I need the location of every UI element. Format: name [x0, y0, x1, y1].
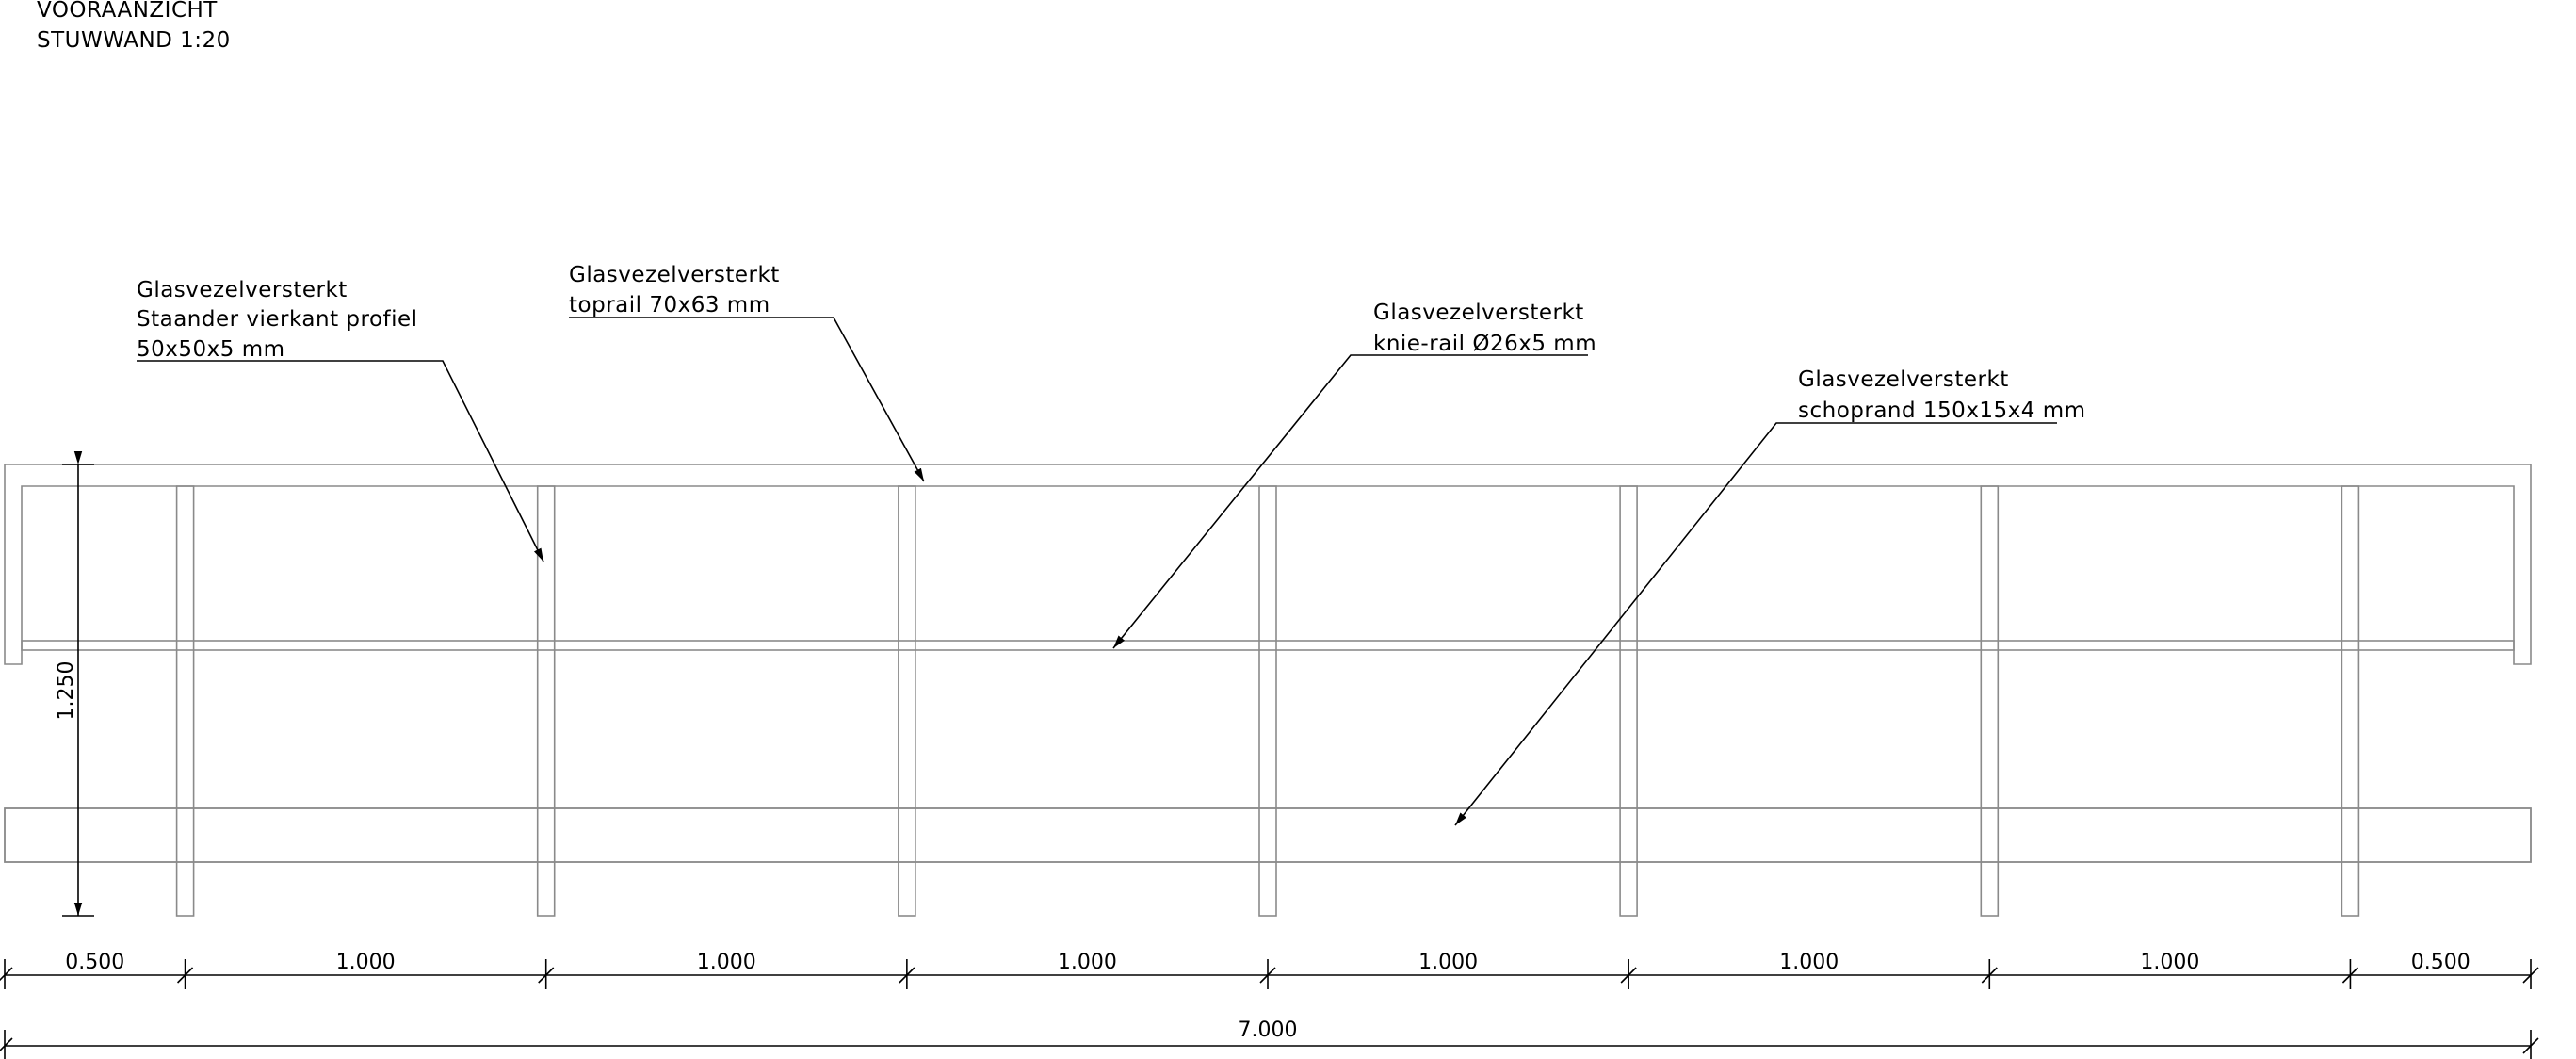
toprail-label-line-1: Glasvezelversterkt	[569, 263, 780, 287]
annotation-kneerail: Glasvezelversterkt knie-rail Ø26x5 mm	[1112, 301, 1596, 649]
annotation-toeboard: Glasvezelversterkt schoprand 150x15x4 mm	[1454, 367, 2086, 826]
post-6	[1980, 485, 2000, 917]
total-tick-right	[2522, 1037, 2539, 1054]
annotation-toprail: Glasvezelversterkt toprail 70x63 mm	[569, 263, 925, 482]
toeboard-label-line-2: schoprand 150x15x4 mm	[1798, 399, 2086, 423]
spacing-dim-label-2: 1.000	[336, 951, 396, 974]
spacing-tick-2	[538, 967, 555, 984]
post-label-line-1: Glasvezelversterkt	[137, 278, 348, 302]
spacing-tick-0	[0, 967, 13, 982]
post-7	[2341, 485, 2360, 917]
title-line-1: VOORAANZICHT	[37, 0, 218, 23]
toeboard-leader	[1454, 422, 2057, 826]
spacing-tick-7	[2341, 967, 2358, 984]
toeboard-front	[4, 807, 2532, 863]
knee-rail	[21, 640, 2515, 651]
spacing-tick-6	[1981, 967, 1998, 984]
toeboard-label-line-1: Glasvezelversterkt	[1798, 367, 2009, 392]
spacing-dim-label-3: 1.000	[697, 951, 756, 974]
drawing-title: VOORAANZICHT STUWWAND 1:20	[37, 0, 231, 53]
toprail	[4, 464, 2532, 665]
kneerail-label-line-2: knie-rail Ø26x5 mm	[1373, 332, 1596, 356]
post-5	[1619, 485, 1638, 917]
total-dim-label: 7.000	[1239, 1018, 1298, 1042]
post-4	[1258, 485, 1277, 917]
kneerail-label-line-1: Glasvezelversterkt	[1373, 301, 1584, 325]
spacing-dim-label-1: 0.500	[65, 951, 124, 974]
spacing-dim-label-8: 0.500	[2411, 951, 2471, 974]
toprail-label-line-2: toprail 70x63 mm	[569, 293, 770, 318]
railing-elevation	[4, 464, 2532, 917]
post-3	[898, 485, 916, 917]
height-dim-label: 1.250	[55, 661, 78, 721]
spacing-dim-label-4: 1.000	[1058, 951, 1117, 974]
posts-group	[175, 485, 2360, 917]
spacing-dimensions: 0.500 1.000 1.000 1.000 1.000 1.000 1.000 0.500	[0, 951, 2539, 989]
spacing-tick-4	[1259, 967, 1276, 984]
spacing-dim-label-6: 1.000	[1779, 951, 1839, 974]
title-line-2: STUWWAND 1:20	[37, 28, 231, 53]
post-label-line-2: Staander vierkant profiel	[137, 307, 418, 332]
annotation-post: Glasvezelversterkt Staander vierkant pro…	[137, 278, 544, 562]
spacing-tick-3	[899, 967, 915, 984]
total-tick-left	[0, 1037, 13, 1052]
post-leader	[137, 360, 544, 562]
spacing-tick-8	[2522, 967, 2539, 984]
post-2	[536, 485, 556, 917]
spacing-tick-1	[177, 967, 194, 984]
kneerail-leader	[1112, 354, 1588, 649]
toprail-leader	[569, 317, 925, 482]
spacing-dim-label-5: 1.000	[1418, 951, 1478, 974]
toeboard	[4, 807, 2532, 863]
spacing-tick-5	[1620, 967, 1637, 984]
total-dimension: 7.000	[0, 1018, 2539, 1059]
height-dimension: 1.250	[55, 451, 94, 917]
post-label-line-3: 50x50x5 mm	[137, 337, 285, 362]
post-1	[175, 485, 195, 917]
spacing-dim-label-7: 1.000	[2140, 951, 2199, 974]
